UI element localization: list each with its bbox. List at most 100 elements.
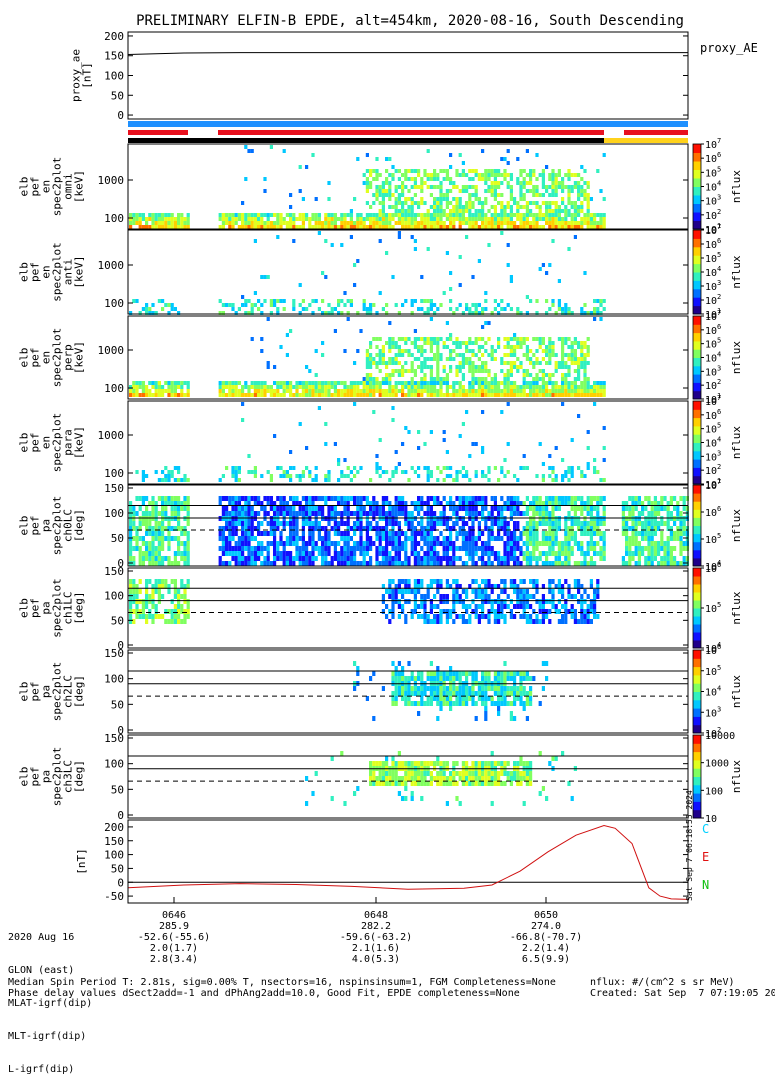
heatmap-cell	[238, 511, 241, 516]
heatmap-cell	[174, 381, 177, 385]
heatmap-cell	[571, 345, 574, 349]
heatmap-cell	[471, 393, 474, 397]
heatmap-cell	[587, 496, 590, 501]
panel-ylabel-line: [nT]	[81, 62, 94, 89]
heatmap-cell	[433, 561, 436, 566]
heatmap-cell	[542, 177, 545, 181]
heatmap-cell	[391, 373, 394, 377]
heatmap-cell	[577, 414, 580, 418]
heatmap-cell	[430, 177, 433, 181]
heatmap-cell	[267, 361, 270, 365]
heatmap-cell	[417, 357, 420, 361]
heatmap-cell	[475, 307, 478, 311]
panels: 050100150200proxy_ae[nT]proxy_AE1001000e…	[18, 30, 758, 903]
heatmap-cell	[347, 536, 350, 541]
heatmap-cell	[350, 217, 353, 221]
heatmap-cell	[481, 225, 484, 229]
heatmap-cell	[417, 506, 420, 511]
heatmap-cell	[423, 337, 426, 341]
heatmap-cell	[427, 619, 430, 624]
heatmap-cell	[145, 385, 148, 389]
heatmap-cell	[679, 561, 682, 566]
heatmap-cell	[241, 303, 244, 307]
heatmap-cell	[263, 213, 266, 217]
heatmap-cell	[135, 541, 138, 546]
heatmap-cell	[228, 496, 231, 501]
heatmap-cell	[436, 221, 439, 225]
heatmap-cell	[481, 551, 484, 556]
heatmap-cell	[254, 385, 257, 389]
heatmap-cell	[529, 561, 532, 566]
heatmap-cell	[439, 619, 442, 624]
heatmap-cell	[500, 157, 503, 161]
heatmap-cell	[183, 594, 186, 599]
heatmap-cell	[430, 609, 433, 614]
heatmap-cell	[423, 377, 426, 381]
heatmap-cell	[375, 470, 378, 474]
heatmap-cell	[411, 466, 414, 470]
heatmap-cell	[359, 521, 362, 526]
heatmap-cell	[161, 496, 164, 501]
heatmap-cell	[372, 337, 375, 341]
heatmap-cell	[155, 531, 158, 536]
heatmap-cell	[231, 213, 234, 217]
heatmap-cell	[327, 541, 330, 546]
heatmap-cell	[443, 506, 446, 511]
heatmap-cell	[516, 365, 519, 369]
heatmap-cell	[587, 181, 590, 185]
heatmap-cell	[513, 197, 516, 201]
heatmap-cell	[311, 299, 314, 303]
heatmap-cell	[231, 470, 234, 474]
heatmap-cell	[481, 369, 484, 373]
heatmap-cell	[507, 373, 510, 377]
heatmap-cell	[465, 496, 468, 501]
heatmap-cell	[532, 377, 535, 381]
heatmap-cell	[571, 341, 574, 345]
heatmap-cell	[347, 393, 350, 397]
heatmap-cell	[423, 381, 426, 385]
heatmap-cell	[423, 561, 426, 566]
heatmap-cell	[177, 594, 180, 599]
heatmap-cell	[247, 225, 250, 229]
heatmap-cell	[529, 531, 532, 536]
heatmap-cell	[411, 365, 414, 369]
heatmap-cell	[260, 221, 263, 225]
heatmap-cell	[263, 385, 266, 389]
heatmap-cell	[507, 353, 510, 357]
heatmap-cell	[430, 496, 433, 501]
heatmap-cell	[510, 307, 513, 311]
heatmap-cell	[382, 551, 385, 556]
heatmap-cell	[241, 551, 244, 556]
heatmap-cell	[295, 217, 298, 221]
y-tick-label: 100	[104, 382, 124, 395]
heatmap-cell	[183, 506, 186, 511]
colorbar-tick-label: 10	[705, 268, 717, 279]
heatmap-cell	[174, 225, 177, 229]
heatmap-cell	[462, 353, 465, 357]
heatmap-cell	[427, 531, 430, 536]
heatmap-cell	[241, 217, 244, 221]
heatmap-cell	[433, 385, 436, 389]
heatmap-cell	[379, 466, 382, 470]
heatmap-cell	[340, 546, 343, 551]
heatmap-cell	[455, 173, 458, 177]
heatmap-cell	[388, 361, 391, 365]
heatmap-cell	[391, 393, 394, 397]
heatmap-cell	[145, 541, 148, 546]
heatmap-cell	[158, 546, 161, 551]
heatmap-cell	[465, 393, 468, 397]
heatmap-cell	[417, 337, 420, 341]
heatmap-cell	[222, 385, 225, 389]
heatmap-cell	[462, 169, 465, 173]
heatmap-cell	[535, 474, 538, 478]
heatmap-cell	[459, 283, 462, 287]
heatmap-cell	[395, 561, 398, 566]
heatmap-cell	[535, 541, 538, 546]
heatmap-cell	[468, 209, 471, 213]
heatmap-cell	[526, 496, 529, 501]
heatmap-cell	[487, 619, 490, 624]
heatmap-cell	[161, 561, 164, 566]
heatmap-cell	[583, 393, 586, 397]
heatmap-cell	[542, 213, 545, 217]
heatmap-cell	[535, 205, 538, 209]
